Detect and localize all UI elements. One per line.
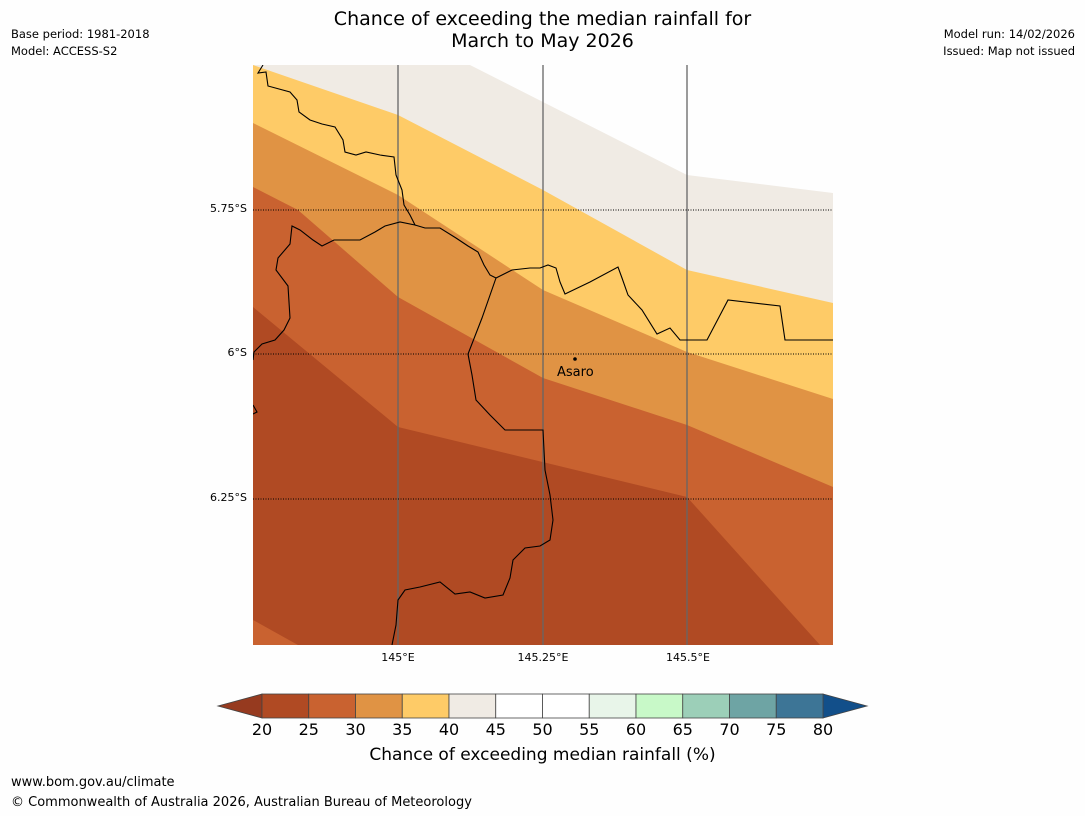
colorbar-segment-35-40 xyxy=(401,693,450,719)
colorbar-segment-20-25 xyxy=(261,693,310,719)
colorbar-segment-75-80 xyxy=(775,693,824,719)
band-20-25 xyxy=(253,307,820,645)
map-title-line2: March to May 2026 xyxy=(451,30,634,52)
meta-left: Base period: 1981-2018 Model: ACCESS-S2 xyxy=(11,26,150,60)
colorbar-tick-70: 70 xyxy=(719,720,740,739)
issued-status: Issued: Map not issued xyxy=(943,44,1075,58)
colorbar-tick-55: 55 xyxy=(579,720,600,739)
colorbar-segment-45-50 xyxy=(495,693,543,719)
colorbar-segment-25-30 xyxy=(308,693,356,719)
colorbar-segment-30-35 xyxy=(355,693,403,719)
colorbar-segment-50-55 xyxy=(542,693,590,719)
colorbar-tick-50: 50 xyxy=(532,720,553,739)
model-run: Model run: 14/02/2026 xyxy=(943,27,1075,41)
colorbar-segment-55-60 xyxy=(588,693,637,719)
footer-copyright: © Commonwealth of Australia 2026, Austra… xyxy=(11,795,472,810)
colorbar-segment-40-45 xyxy=(448,693,497,719)
place-label-asaro: Asaro xyxy=(557,365,594,380)
colorbar-tick-75: 75 xyxy=(766,720,787,739)
place-marker xyxy=(573,357,577,361)
province-border-south xyxy=(391,277,554,645)
model-name: Model: ACCESS-S2 xyxy=(11,44,118,58)
colorbar-tick-20: 20 xyxy=(251,720,273,739)
base-period: Base period: 1981-2018 xyxy=(11,27,150,41)
colorbar-segment-70-75 xyxy=(729,693,777,719)
colorbar xyxy=(216,693,869,719)
colorbar-tick-60: 60 xyxy=(625,720,647,739)
lat-label-6-25: 6.25°S xyxy=(210,491,247,504)
meta-right: Model run: 14/02/2026 Issued: Map not is… xyxy=(943,26,1075,60)
colorbar-tick-80: 80 xyxy=(812,720,834,739)
colorbar-caption: Chance of exceeding median rainfall (%) xyxy=(369,745,716,765)
lat-label-6: 6°S xyxy=(227,346,247,359)
colorbar-tick-40: 40 xyxy=(438,720,460,739)
colorbar-tick-30: 30 xyxy=(345,720,366,739)
map-title-line1: Chance of exceeding the median rainfall … xyxy=(333,8,752,30)
lon-label-145-25: 145.25°E xyxy=(517,651,569,664)
colorbar-segment-60-65 xyxy=(635,693,684,719)
lon-label-145: 145°E xyxy=(381,651,415,664)
colorbar-under-arrow xyxy=(216,693,263,719)
province-border-central xyxy=(414,224,833,341)
lon-label-145-5: 145.5°E xyxy=(666,651,710,664)
footer-url[interactable]: www.bom.gov.au/climate xyxy=(11,775,175,790)
colorbar-segment-65-70 xyxy=(682,693,730,719)
colorbar-tick-35: 35 xyxy=(392,720,413,739)
map-title: Chance of exceeding the median rainfall … xyxy=(0,8,1085,52)
colorbar-over-arrow xyxy=(822,693,869,719)
map-area xyxy=(253,65,833,645)
province-border-west-edge xyxy=(253,404,258,415)
colorbar-tick-65: 65 xyxy=(672,720,693,739)
colorbar-tick-25: 25 xyxy=(298,720,319,739)
colorbar-tick-45: 45 xyxy=(485,720,506,739)
lat-label-5-75: 5.75°S xyxy=(210,202,247,215)
